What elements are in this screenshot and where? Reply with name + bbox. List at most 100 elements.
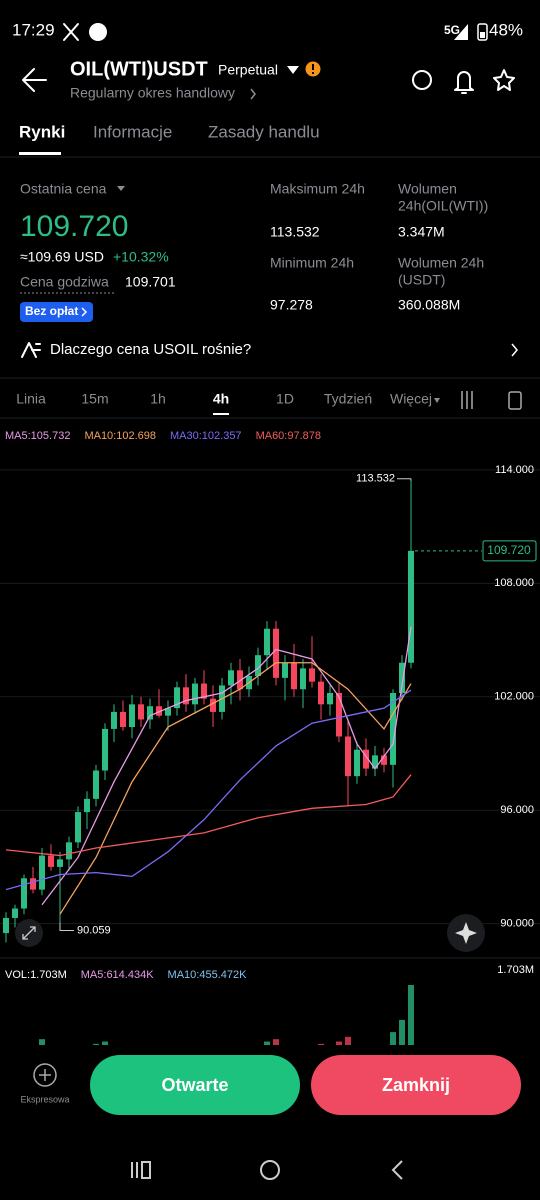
high-label: Maksimum 24h — [270, 181, 365, 197]
candle-body — [165, 708, 171, 716]
candle-body — [147, 706, 153, 720]
candle-body — [75, 812, 81, 843]
badge-chevron — [81, 307, 88, 317]
fair-price: 109.701 — [125, 274, 176, 290]
back-nav-button[interactable] — [391, 1160, 403, 1180]
high-marker-label: 113.532 — [356, 473, 395, 485]
interval[interactable]: Tydzień — [324, 391, 372, 407]
candle-body — [264, 628, 270, 656]
candle-body — [363, 749, 369, 769]
home-button[interactable] — [260, 1160, 280, 1180]
last-price-box — [482, 540, 537, 562]
low-label: Minimum 24h — [270, 255, 354, 271]
candle-body — [381, 755, 387, 765]
express-label[interactable]: Ekspresowa — [20, 1094, 69, 1104]
sparkle-icon — [455, 922, 477, 944]
subtitle-chevron — [250, 88, 256, 100]
candle-body — [3, 917, 9, 934]
promo-text[interactable]: Dlaczego cena USOIL rośnie? — [50, 341, 251, 358]
low-value: 97.278 — [270, 297, 313, 313]
close-label[interactable]: Zamknij — [382, 1075, 450, 1095]
fee-badge-bg[interactable] — [20, 302, 93, 322]
warning-mark — [312, 64, 314, 70]
ma-line — [5, 689, 412, 891]
volume-ma-label: MA5:614.434K — [81, 969, 154, 981]
interval[interactable]: 1h — [150, 391, 166, 407]
star-icon[interactable] — [493, 69, 515, 91]
status-network: 5G — [444, 23, 460, 37]
share-icon[interactable] — [412, 70, 432, 90]
ma-label: MA10:102.698 — [84, 430, 156, 442]
interval[interactable]: Linia — [16, 391, 46, 407]
ma-label: MA5:105.732 — [5, 430, 70, 442]
candle-body — [66, 842, 72, 860]
candle-body — [30, 878, 36, 890]
open-button[interactable] — [90, 1055, 300, 1115]
volume-bar — [408, 985, 414, 1065]
ma-line — [59, 662, 412, 915]
vol-base-value: 3.347M — [398, 224, 445, 240]
price-change: +10.32% — [113, 249, 169, 265]
candle-body — [201, 683, 207, 699]
interval[interactable]: Więcej — [390, 391, 432, 407]
status-battery: 48% — [489, 20, 523, 39]
layout-icon[interactable] — [508, 391, 522, 410]
interval[interactable]: 1D — [276, 391, 294, 407]
dropdown-arrow[interactable] — [287, 66, 299, 74]
y-tick-label: 102.000 — [494, 691, 534, 703]
vol-base-label: Wolumen — [398, 181, 457, 197]
express-icon[interactable] — [33, 1063, 57, 1087]
expand-icon — [22, 926, 36, 940]
candle-body — [300, 668, 306, 690]
candle-body — [327, 692, 333, 705]
ma-line — [5, 774, 412, 857]
close-button[interactable] — [311, 1055, 521, 1115]
open-label[interactable]: Otwarte — [161, 1075, 228, 1095]
dropdown-arrow[interactable] — [117, 186, 125, 191]
tab[interactable]: Informacje — [93, 122, 172, 141]
candle-body — [237, 670, 243, 690]
tab[interactable]: Zasady handlu — [208, 122, 320, 141]
ma-line — [41, 626, 412, 906]
x-icon — [63, 23, 79, 41]
candle-body — [228, 670, 234, 686]
candle-body — [291, 662, 297, 690]
candle-body — [156, 706, 162, 716]
candle-body — [174, 687, 180, 709]
fee-badge[interactable]: Bez opłat — [25, 304, 78, 318]
last-price-label: 109.720 — [487, 543, 531, 557]
low-marker-label: 90.059 — [77, 924, 111, 936]
indicator-icon[interactable] — [461, 391, 473, 409]
vol-base-label: 24h(OIL(WTI)) — [398, 198, 488, 214]
high-value: 113.532 — [270, 224, 320, 240]
candle-body — [21, 878, 27, 909]
recents-button[interactable] — [131, 1161, 151, 1179]
express-plus — [39, 1069, 51, 1081]
y-tick-label: 108.000 — [494, 577, 534, 589]
candle-body — [192, 683, 198, 705]
usd-price: ≈109.69 USD — [20, 249, 104, 265]
battery-level — [480, 32, 485, 38]
signal-icon — [454, 24, 468, 40]
y-tick-label: 114.000 — [495, 464, 534, 476]
bell-icon[interactable] — [454, 71, 474, 94]
interval-active[interactable]: 4h — [213, 391, 229, 407]
candle-body — [48, 855, 54, 867]
candle-body — [93, 770, 99, 799]
title: OIL(WTI)USDT — [70, 58, 208, 80]
tab-active[interactable]: Rynki — [19, 122, 65, 141]
back-button[interactable] — [22, 68, 47, 92]
candle-body — [255, 655, 261, 676]
candle-body — [102, 728, 108, 771]
subtitle[interactable]: Regularny okres handlowy — [70, 85, 235, 101]
dropdown-arrow[interactable] — [434, 398, 440, 403]
promo-chevron[interactable] — [511, 343, 518, 357]
volume-ma-label: MA10:455.472K — [168, 969, 248, 981]
last-price: 109.720 — [20, 210, 128, 243]
interval-underline — [213, 413, 229, 415]
interval[interactable]: 15m — [81, 391, 108, 407]
candle-body — [210, 698, 216, 712]
candle-body — [129, 704, 135, 728]
title-badge: Perpetual — [218, 62, 278, 78]
